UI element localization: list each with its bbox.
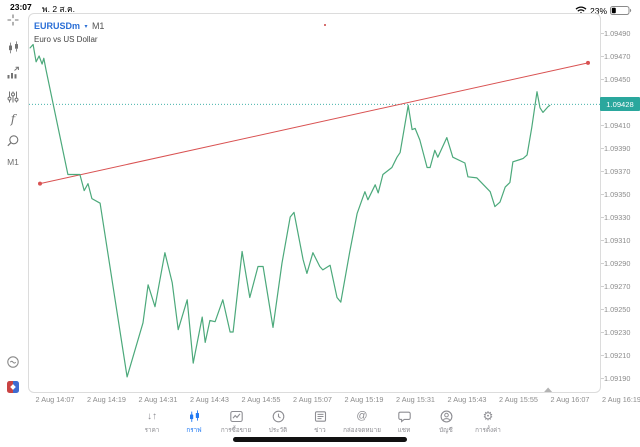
status-time: 23:07 — [10, 2, 32, 12]
crosshair-icon[interactable] — [5, 12, 21, 28]
price-axis-label: 1.09410 — [604, 120, 631, 130]
price-tick — [601, 33, 604, 34]
sliders-icon[interactable] — [5, 89, 21, 105]
price-axis-label: 1.09490 — [604, 28, 631, 38]
tab-mailbox[interactable]: @ กล่องจดหมาย — [343, 410, 381, 434]
price-tick — [601, 240, 604, 241]
magnifier-icon[interactable] — [5, 133, 21, 149]
price-tick — [601, 263, 604, 264]
price-axis-label: 1.09470 — [604, 51, 631, 61]
account-person-icon — [439, 409, 454, 424]
tab-chart[interactable]: กราฟ — [173, 405, 215, 438]
price-axis-label: 1.09290 — [604, 258, 631, 268]
price-axis-label: 1.09250 — [604, 304, 631, 314]
mailbox-at-icon: @ — [356, 410, 368, 422]
time-axis-label: 2 Aug 14:31 — [138, 395, 178, 404]
price-tick — [601, 309, 604, 310]
price-tick — [601, 194, 604, 195]
price-tick — [601, 171, 604, 172]
time-axis-label: 2 Aug 14:19 — [87, 395, 126, 404]
broker-logo-icon[interactable] — [5, 379, 21, 395]
tab-account[interactable]: บัญชี — [425, 405, 467, 438]
price-axis-label: 1.09450 — [604, 74, 631, 84]
chart-type-candles-icon[interactable] — [5, 40, 21, 56]
price-tick — [601, 286, 604, 287]
time-axis-label: 2 Aug 14:55 — [241, 395, 281, 404]
last-bar-marker — [544, 387, 553, 392]
bottom-tab-bar: ↓↑ ราคา กราฟ การซื้อขาย ประวัติ ข่าว — [0, 405, 640, 438]
header-timeframe: M1 — [91, 21, 105, 31]
time-axis-label: 2 Aug 16:19 — [602, 395, 640, 404]
quotes-arrows-icon: ↓↑ — [147, 411, 157, 422]
price-tick — [601, 56, 604, 57]
symbol-selector[interactable]: EURUSDm ▾ M1 Euro vs US Dollar — [34, 15, 104, 45]
timeframe-button[interactable]: M1 — [7, 157, 19, 167]
status-right: 23% — [575, 2, 632, 20]
bar-chart-arrow-icon[interactable] — [5, 65, 21, 81]
price-tick — [601, 378, 604, 379]
symbol-name: EURUSDm — [34, 21, 81, 31]
price-axis-label: 1.09310 — [604, 235, 631, 245]
chat-bubble-icon — [397, 409, 412, 424]
price-axis-label: 1.09390 — [604, 143, 631, 153]
price-axis-label: 1.09350 — [604, 189, 631, 199]
chart-candles-icon — [187, 409, 202, 424]
price-tick — [601, 217, 604, 218]
price-axis-label: 1.09330 — [604, 212, 631, 222]
tab-news[interactable]: ข่าว — [299, 405, 341, 438]
history-clock-icon — [271, 409, 286, 424]
trade-chart-box-icon — [229, 409, 244, 424]
symbol-description: Euro vs US Dollar — [34, 35, 98, 44]
settings-gear-icon: ⚙ — [482, 409, 494, 423]
home-indicator[interactable] — [233, 437, 407, 442]
price-axis-label: 1.09190 — [604, 373, 631, 383]
time-axis-label: 2 Aug 15:07 — [293, 395, 332, 404]
clock-check-icon[interactable] — [5, 354, 21, 370]
price-tick — [601, 79, 604, 80]
tab-quotes[interactable]: ↓↑ ราคา — [144, 411, 160, 434]
tab-trade[interactable]: การซื้อขาย — [215, 405, 257, 438]
price-axis-label: 1.09210 — [604, 350, 631, 360]
price-axis-label: 1.09270 — [604, 281, 631, 291]
tab-chat[interactable]: แชท — [383, 405, 425, 438]
price-tick — [601, 148, 604, 149]
time-axis-label: 2 Aug 14:43 — [190, 395, 229, 404]
price-tick — [601, 355, 604, 356]
time-axis-label: 2 Aug 14:07 — [35, 395, 75, 404]
price-axis-label: 1.09230 — [604, 327, 631, 337]
tab-history[interactable]: ประวัติ — [257, 405, 299, 438]
news-icon — [313, 409, 328, 424]
price-tick — [601, 332, 604, 333]
time-axis-label: 2 Aug 15:31 — [396, 395, 435, 404]
chevron-down-icon: ▾ — [84, 24, 88, 30]
tab-settings[interactable]: ⚙ การตั้งค่า — [475, 409, 501, 434]
chart-surface[interactable] — [28, 13, 601, 393]
price-tick — [601, 125, 604, 126]
battery-percent: 23% — [589, 6, 607, 16]
time-axis-label: 2 Aug 16:07 — [550, 395, 590, 404]
time-axis-label: 2 Aug 15:19 — [344, 395, 384, 404]
battery-icon — [610, 2, 632, 20]
price-axis-label: 1.09370 — [604, 166, 631, 176]
current-price-badge: 1.09428 — [600, 97, 640, 112]
status-date: พ. 2 ส.ค. — [42, 4, 76, 14]
time-axis-label: 2 Aug 15:55 — [499, 395, 538, 404]
time-axis-label: 2 Aug 15:43 — [447, 395, 487, 404]
indicators-function-icon[interactable]: f — [10, 112, 16, 126]
